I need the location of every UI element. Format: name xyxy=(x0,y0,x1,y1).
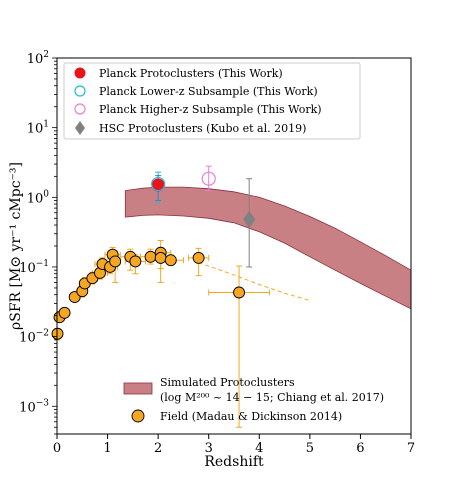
field-point-marker xyxy=(233,286,246,299)
legend-marker-lower-z-subsample xyxy=(74,85,86,97)
legend-entry-planck: Planck Protoclusters (This Work) xyxy=(74,67,283,80)
lower-z-point-marker xyxy=(151,176,166,192)
y-tick-label: 10−2 xyxy=(19,329,49,346)
x-tick-label: 1 xyxy=(103,441,111,456)
legend-label-planck-protoclusters: Planck Protoclusters (This Work) xyxy=(99,67,283,80)
x-tick-label: 3 xyxy=(205,441,213,456)
y-tick-label: 101 xyxy=(27,120,49,137)
legend-marker-higher-z-subsample xyxy=(74,103,86,115)
field-point-marker xyxy=(192,251,205,264)
legend-entry-lowz: Planck Lower-z Subsample (This Work) xyxy=(74,85,318,98)
simulated-protoclusters-band xyxy=(124,186,412,310)
field-point-marker xyxy=(129,255,142,268)
field-point-marker xyxy=(164,254,177,267)
y-tick-label: 10−3 xyxy=(19,398,49,415)
legend-label-simulated-protoclusters: Simulated Protoclusters xyxy=(160,376,295,389)
higher-z-point-marker xyxy=(201,171,216,186)
field-fit-line-layer xyxy=(198,262,311,301)
y-tick-label: 102 xyxy=(27,50,49,67)
legend-marker-field xyxy=(131,409,145,423)
legend-entry-highz: Planck Higher-z Subsample (This Work) xyxy=(74,103,322,116)
field-point-marker xyxy=(51,327,64,340)
field-point-marker xyxy=(58,306,71,319)
legend-top: Planck Protoclusters (This Work) Planck … xyxy=(63,62,361,140)
legend-label-field: Field (Madau & Dickinson 2014) xyxy=(160,410,342,423)
simulated-protoclusters-band-layer xyxy=(124,186,412,310)
x-tick-label: 4 xyxy=(255,441,263,456)
field-point-marker xyxy=(109,255,122,268)
legend-label-lower-z-subsample: Planck Lower-z Subsample (This Work) xyxy=(99,85,318,98)
x-tick-label: 6 xyxy=(356,441,364,456)
y-axis-label: ρSFR [M⊙ yr⁻¹ cMpc⁻³] xyxy=(8,162,24,330)
legend-bottom: Simulated Protoclusters (log M²⁰⁰ ~ 14 −… xyxy=(123,376,384,423)
x-tick-label: 7 xyxy=(407,441,415,456)
legend-marker-hsc-protoclusters xyxy=(75,121,85,135)
legend-entry-hsc: HSC Protoclusters (Kubo et al. 2019) xyxy=(75,121,306,135)
field-point-marker xyxy=(154,251,167,264)
legend-label-hsc-protoclusters: HSC Protoclusters (Kubo et al. 2019) xyxy=(99,122,306,135)
y-tick-label: 100 xyxy=(27,189,50,206)
legend-top-box xyxy=(63,62,361,140)
field-point-marker xyxy=(144,250,157,263)
x-axis-label: Redshift xyxy=(204,454,264,470)
x-tick-label: 5 xyxy=(306,441,314,456)
x-tick-label: 0 xyxy=(53,441,61,456)
legend-label-higher-z-subsample: Planck Higher-z Subsample (This Work) xyxy=(99,103,322,116)
x-tick-label: 2 xyxy=(154,441,162,456)
hsc-point-marker xyxy=(243,210,256,229)
field-fit-line xyxy=(198,262,311,301)
legend-label-simulated-mass-range: (log M²⁰⁰ ~ 14 − 15; Chiang et al. 2017) xyxy=(160,391,384,404)
data-points-layer xyxy=(51,165,270,428)
axis-ticks-layer: 0 1 2 3 4 5 6 7 10−3 10−2 10−1 100 101 102 xyxy=(19,50,415,456)
legend-marker-simulated-band xyxy=(123,382,153,395)
legend-marker-planck-protoclusters xyxy=(74,67,86,79)
y-tick-label: 10−1 xyxy=(19,259,49,276)
